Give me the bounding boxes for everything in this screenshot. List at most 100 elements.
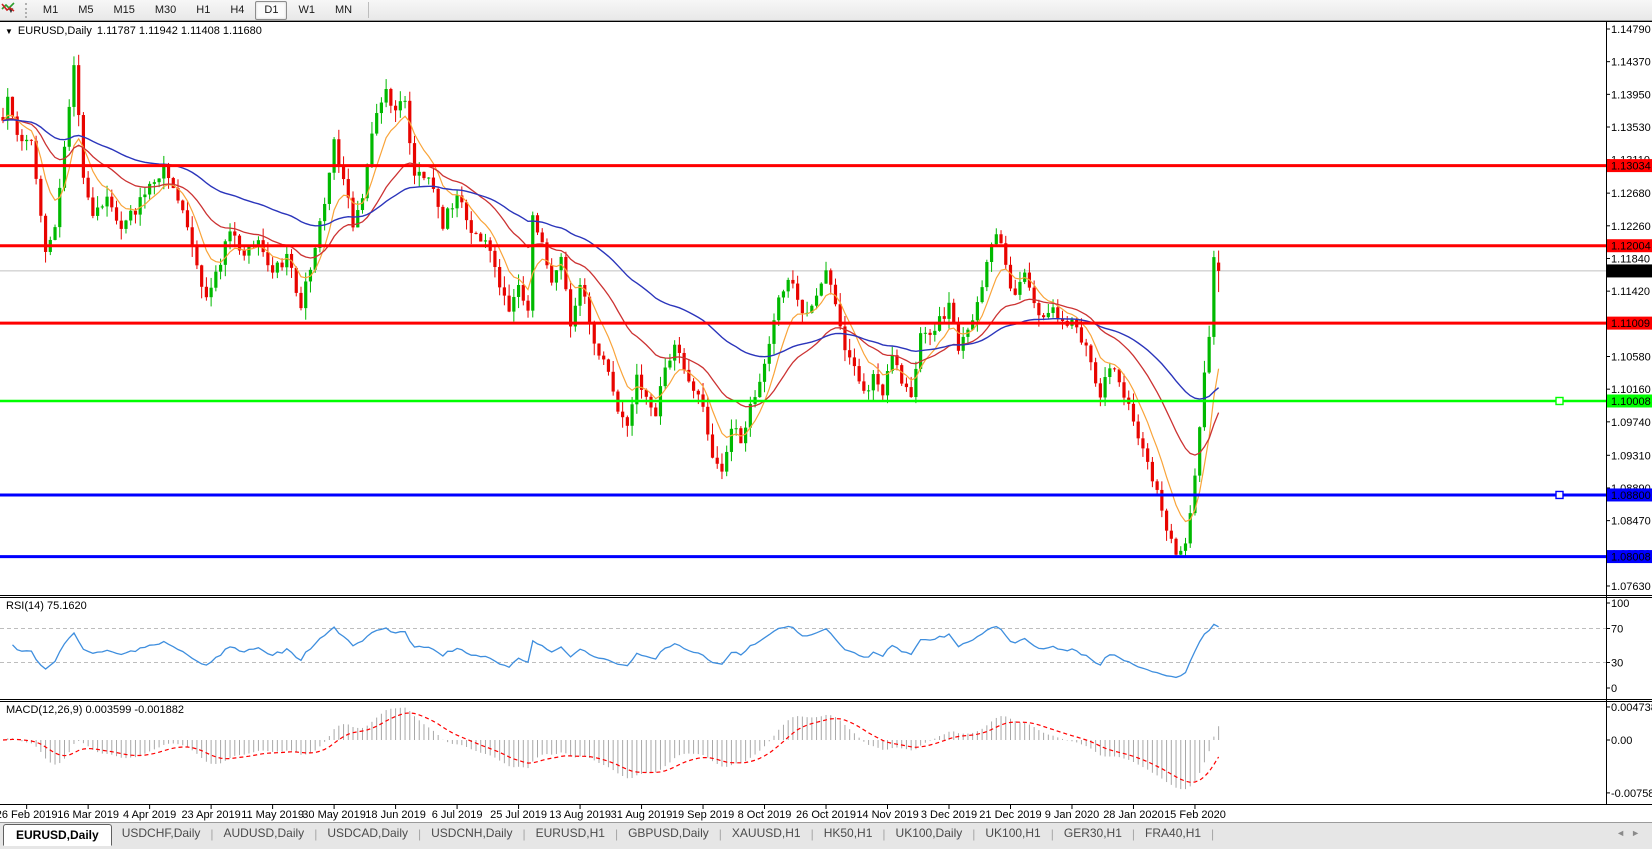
chart-tab-USDCAD-Daily[interactable]: USDCAD,Daily [327, 826, 408, 840]
chart-tab-GER30-H1[interactable]: GER30,H1 [1063, 826, 1122, 840]
timeframe-button-D1[interactable]: D1 [255, 0, 288, 20]
price-axis-tick-label: 1.11420 [1611, 286, 1650, 298]
date-axis-label: 6 Jul 2019 [432, 809, 483, 821]
date-axis-label: 3 Dec 2019 [921, 809, 977, 821]
timeframe-buttons: M1 M5 M15 M30 H1 H4 D1 W1 MN [33, 0, 362, 20]
hlines-layer [0, 164, 1606, 559]
timeframe-button-M30[interactable]: M30 [154, 3, 177, 16]
timeframe-button-MN[interactable]: MN [334, 3, 353, 16]
chart-tab-UK100-Daily[interactable]: UK100,Daily [895, 826, 963, 840]
tab-scroll-arrows: ◄► [1616, 828, 1646, 838]
price-axis-tick-label: 1.12260 [1611, 221, 1651, 233]
chart-tab-USDCNH-Daily[interactable]: USDCNH,Daily [431, 826, 513, 840]
timeframe-button-W1[interactable]: W1 [298, 3, 315, 16]
price-axis-tick-label: 1.07630 [1611, 581, 1651, 593]
hline-handle-1.08800[interactable] [1555, 490, 1564, 500]
tab-separator: | [810, 827, 814, 841]
tab-separator: | [882, 827, 886, 841]
macd-pane[interactable] [2, 707, 1220, 790]
chart-tab-UK100-H1[interactable]: UK100,H1 [985, 826, 1041, 840]
toolbar-grip-handle[interactable] [24, 2, 27, 18]
date-axis[interactable]: 26 Feb 2019 16 Mar 2019 4 Apr 2019 23 Apr 2… [0, 804, 1226, 822]
tab-separator: | [522, 827, 526, 841]
hline-price-tag-bg [1607, 488, 1652, 502]
hline-price-tag: 1.10008 [1611, 396, 1651, 408]
price-axis-tick-label: 1.14790 [1611, 24, 1651, 36]
timeframe-toolbar: ▼ M1 M5 M15 M30 H1 H4 D1 W1 MN [0, 0, 1652, 21]
main-price-pane[interactable] [0, 54, 1606, 557]
rsi-axis-label: 100 [1611, 598, 1629, 610]
chart-tab-bar: EURUSD,Daily USDCHF,Daily | AUDUSD,Daily | US… [0, 822, 1652, 849]
chart-symbol-period: EURUSD,Daily [17, 25, 92, 37]
chart-tab-EURUSD-Daily[interactable]: EURUSD,Daily [3, 824, 112, 846]
price-axis-tick-label: 1.13530 [1611, 122, 1651, 134]
rsi-axis-label: 30 [1611, 658, 1623, 670]
chart-tab-GBPUSD-Daily[interactable]: GBPUSD,Daily [628, 826, 709, 840]
hline-price-tag: 1.08008 [1611, 552, 1651, 564]
collapse-chart-icon[interactable]: ▼ [5, 26, 13, 36]
price-axis-tick-label: 1.14370 [1611, 57, 1651, 69]
tab-separator: | [210, 827, 214, 841]
chart-tab-EURUSD-H1[interactable]: EURUSD,H1 [535, 826, 605, 840]
macd-axis-label: -0.007584 [1611, 788, 1652, 800]
chevron-down-icon[interactable]: ▼ [7, 5, 15, 15]
hline-price-tag-bg [1607, 239, 1652, 253]
tab-separator: | [1050, 827, 1054, 841]
timeframe-button-M15[interactable]: M15 [113, 3, 135, 16]
hline-handle-1.10008[interactable] [1555, 396, 1564, 406]
price-axis-tick-label: 1.08470 [1611, 516, 1651, 528]
date-axis-label: 16 Mar 2019 [57, 809, 119, 821]
tab-separator: | [1131, 827, 1136, 841]
chart-tab-HK50-H1[interactable]: HK50,H1 [823, 826, 873, 840]
tab-separator: | [972, 827, 976, 841]
chart-tab-FRA40-H1[interactable]: FRA40,H1 [1145, 826, 1202, 840]
chart-tab-AUDUSD-Daily[interactable]: AUDUSD,Daily [223, 826, 305, 840]
price-axis-tick-label: 1.10580 [1611, 351, 1651, 363]
date-axis-label: 11 May 2019 [241, 809, 304, 821]
date-axis-label: 15 Feb 2020 [1164, 809, 1226, 821]
date-axis-label: 23 Apr 2019 [181, 809, 240, 821]
chart-tab-USDCHF-Daily[interactable]: USDCHF,Daily [121, 826, 201, 840]
tab-separator: | [418, 827, 422, 841]
current-price-tag-bg [1607, 264, 1652, 278]
chart-title: ▼ EURUSD,Daily 1.11787 1.11942 1.11408 1… [5, 25, 262, 37]
rsi-axis-label: 70 [1611, 624, 1623, 636]
rsi-axis[interactable]: 100 70 30 0 [1606, 598, 1629, 695]
hline-price-tag-bg [1607, 316, 1652, 330]
date-axis-label: 26 Oct 2019 [796, 809, 856, 821]
tab-separator: | [614, 827, 619, 841]
macd-axis-label: 0.00 [1611, 735, 1632, 747]
hline-price-tag: 1.12004 [1611, 241, 1651, 253]
timeframe-button-M5[interactable]: M5 [78, 3, 94, 16]
price-axis-tick-label: 1.13950 [1611, 89, 1651, 101]
date-axis-label: 19 Sep 2019 [672, 809, 734, 821]
timeframe-button-H1[interactable]: H1 [196, 3, 211, 16]
tab-separator: | [1211, 827, 1215, 841]
macd-histogram [7, 707, 1220, 790]
hline-price-tag: 1.13034 [1611, 161, 1651, 173]
rsi-pane[interactable] [0, 623, 1606, 679]
timeframe-button-M1[interactable]: M1 [42, 3, 59, 16]
ma-mid-line [2, 118, 1220, 456]
price-axis[interactable]: 1.147901.143701.139501.135301.131101.126… [1606, 24, 1652, 593]
chart-tab-XAUUSD-H1[interactable]: XAUUSD,H1 [731, 826, 801, 840]
price-axis-tick-label: 1.09310 [1611, 450, 1651, 462]
price-axis-tick-label: 1.10160 [1611, 384, 1651, 396]
price-axis-tick-label: 1.09740 [1611, 417, 1651, 429]
tab-scroll-left-icon[interactable]: ◄ [1616, 828, 1632, 838]
macd-axis[interactable]: 0.004738 0.00 -0.007584 [1606, 702, 1652, 800]
rsi-line [12, 623, 1219, 679]
chart-ohlc-values: 1.11787 1.11942 1.11408 1.11680 [96, 25, 262, 37]
tab-separator: | [314, 827, 318, 841]
timeframe-button-H4[interactable]: H4 [230, 3, 245, 16]
chart-type-button[interactable]: ▼ [0, 0, 19, 21]
current-price-tag: 1.11680 [1611, 266, 1650, 278]
ma-fast-line [2, 114, 1220, 523]
tab-scroll-right-icon[interactable]: ► [1631, 828, 1646, 838]
date-axis-label: 30 May 2019 [302, 809, 366, 821]
pane-borders [0, 21, 1652, 805]
date-axis-label: 4 Apr 2019 [123, 809, 176, 821]
chart-arrows-icon [1, 2, 15, 12]
